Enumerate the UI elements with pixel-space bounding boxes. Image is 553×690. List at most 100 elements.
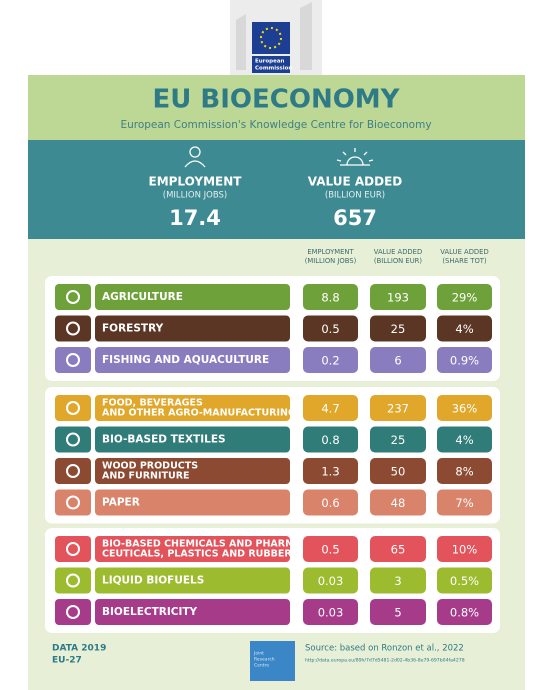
value-text: 0.8 <box>321 433 339 447</box>
value-text: 25 <box>391 433 406 447</box>
column-header: (SHARE TOT) <box>442 257 487 265</box>
group-box <box>45 387 500 524</box>
value-box <box>370 489 426 516</box>
source: Source: based on Ronzon et al., 2022 <box>305 644 464 654</box>
value-text: 0.03 <box>318 574 344 588</box>
value-text: 8% <box>455 465 473 479</box>
sector-icon <box>66 290 80 304</box>
column-header: (MILLION JOBS) <box>305 257 357 265</box>
icon-box <box>55 567 91 594</box>
source-url: http://data.europa.eu/89h/7d7d5481-2d02-… <box>305 658 465 664</box>
sector-icon <box>66 605 80 619</box>
value-text: 50 <box>391 465 406 479</box>
ec-logo: European Commission <box>230 0 322 75</box>
value-box <box>370 315 426 342</box>
value-text: 3 <box>394 574 401 588</box>
value-box <box>303 536 358 562</box>
label-bar <box>95 458 290 484</box>
value-text: 237 <box>387 402 409 416</box>
value-text: 4% <box>455 322 473 336</box>
value-text: 36% <box>452 402 478 416</box>
column-header: VALUE ADDED <box>440 248 488 256</box>
value-text: 8.8 <box>321 291 339 305</box>
sector-label: AND FURNITURE <box>102 471 190 482</box>
value-box <box>437 458 492 484</box>
icon-box <box>55 284 91 310</box>
value-box <box>437 536 492 562</box>
sector-label: FOOD, BEVERAGES <box>102 398 203 409</box>
icon-box <box>55 426 91 453</box>
value-box <box>303 458 358 484</box>
subtitle: European Commission's Knowledge Centre f… <box>120 119 431 131</box>
value-box <box>303 426 358 453</box>
value-text: 65 <box>391 543 406 557</box>
logo-text: European <box>255 59 285 65</box>
value-text: 29% <box>452 291 478 305</box>
value-box <box>370 599 426 625</box>
sector-label: PAPER <box>102 497 140 509</box>
sector-label: AND OTHER AGRO-MANUFACTURING <box>102 408 296 419</box>
value-text: 4.7 <box>321 402 339 416</box>
value-box <box>437 347 492 373</box>
value-box <box>370 284 426 310</box>
value-text: 0.9% <box>450 354 479 368</box>
jrc-logo <box>250 641 295 681</box>
sector-icon <box>66 401 80 415</box>
value-box <box>303 599 358 625</box>
value-box <box>437 567 492 594</box>
value-text: 0.5 <box>321 543 339 557</box>
icon-box <box>55 315 91 342</box>
label-bar <box>95 426 290 453</box>
value-box <box>437 489 492 516</box>
icon-box <box>55 599 91 625</box>
label-bar <box>95 284 290 310</box>
summary-label: VALUE ADDED <box>308 175 403 189</box>
summary-value: 17.4 <box>169 206 221 230</box>
logo-text: Commission <box>255 66 292 72</box>
sector-icon <box>66 573 80 588</box>
icon-box <box>55 536 91 562</box>
sector-label: CEUTICALS, PLASTICS AND RUBBER <box>102 549 292 560</box>
sector-label: AGRICULTURE <box>102 291 183 303</box>
label-bar <box>95 599 290 625</box>
label-bar <box>95 347 290 373</box>
sector-icon <box>66 432 80 447</box>
value-box <box>303 567 358 594</box>
summary-unit: (BILLION EUR) <box>325 191 385 201</box>
sector-label: WOOD PRODUCTS <box>102 461 198 472</box>
summary-label: EMPLOYMENT <box>149 175 243 189</box>
value-text: 0.5% <box>450 574 479 588</box>
summary-band <box>28 140 525 239</box>
value-box <box>303 284 358 310</box>
title: EU BIOECONOMY <box>152 85 400 115</box>
sector-icon <box>66 353 80 367</box>
sector-label: BIO-BASED TEXTILES <box>102 434 226 446</box>
icon-box <box>55 489 91 516</box>
jrc-text: Centre <box>254 663 269 669</box>
value-box <box>437 315 492 342</box>
sector-label: BIO-BASED CHEMICALS AND PHARMA- <box>102 539 306 550</box>
value-box <box>437 599 492 625</box>
value-text: 10% <box>452 543 478 557</box>
footer-data: DATA 2019 <box>52 644 106 654</box>
value-box <box>303 489 358 516</box>
value-box <box>437 426 492 453</box>
summary-icons <box>184 146 374 168</box>
label-bar <box>95 567 290 594</box>
value-box <box>303 315 358 342</box>
value-box <box>303 347 358 373</box>
summary-unit: (MILLION JOBS) <box>163 191 227 201</box>
summary-value: 657 <box>333 206 377 230</box>
value-box <box>303 395 358 421</box>
value-box <box>370 567 426 594</box>
value-text: 4% <box>455 433 473 447</box>
value-text: 6 <box>394 354 401 368</box>
value-text: 5 <box>394 606 401 620</box>
column-header: (BILLION EUR) <box>374 257 422 265</box>
sector-label: FORESTRY <box>102 323 164 335</box>
sector-label: FISHING AND AQUACULTURE <box>102 354 269 366</box>
value-text: 0.6 <box>321 496 339 510</box>
icon-box <box>55 395 91 421</box>
value-text: 0.8% <box>450 606 479 620</box>
sector-label: BIOELECTRICITY <box>102 606 198 618</box>
